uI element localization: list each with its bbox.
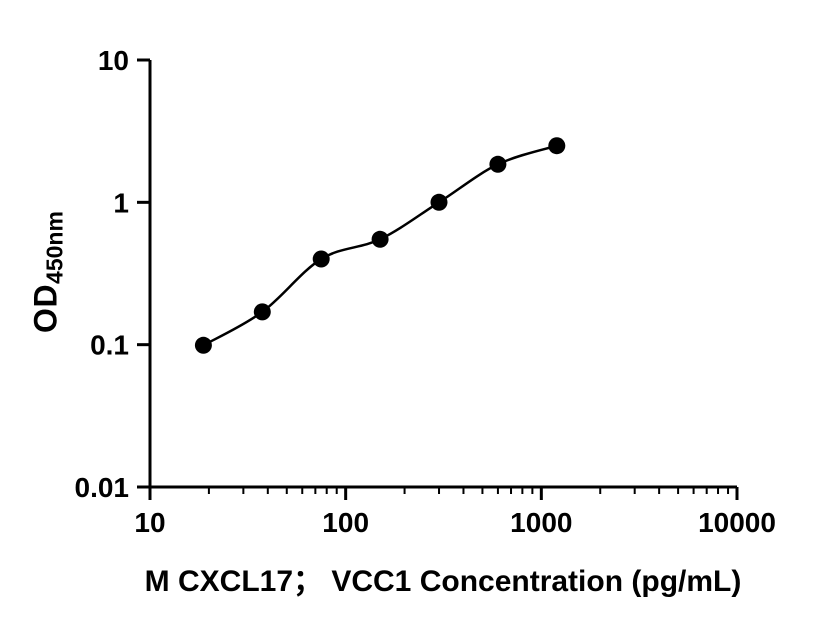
- y-tick-label: 10: [98, 45, 129, 76]
- data-point: [548, 137, 566, 155]
- data-point: [489, 155, 507, 173]
- y-tick-label: 1: [113, 187, 129, 218]
- data-point: [194, 336, 212, 354]
- y-axis-label-subscript: 450nm: [41, 211, 68, 284]
- y-axis-label-main: OD: [27, 283, 64, 333]
- data-point: [430, 193, 448, 211]
- y-tick-label: 0.01: [75, 472, 130, 503]
- y-axis-label: OD450nm: [28, 211, 69, 333]
- x-tick-label: 10000: [698, 507, 776, 538]
- x-tick-label: 100: [322, 507, 369, 538]
- x-tick-label: 10: [134, 507, 165, 538]
- y-tick-label: 0.1: [90, 330, 129, 361]
- x-axis-label: M CXCL17； VCC1 Concentration (pg/mL): [144, 565, 742, 598]
- data-point: [312, 250, 330, 268]
- data-point: [253, 303, 271, 321]
- x-tick-label: 1000: [510, 507, 572, 538]
- data-point: [371, 230, 389, 248]
